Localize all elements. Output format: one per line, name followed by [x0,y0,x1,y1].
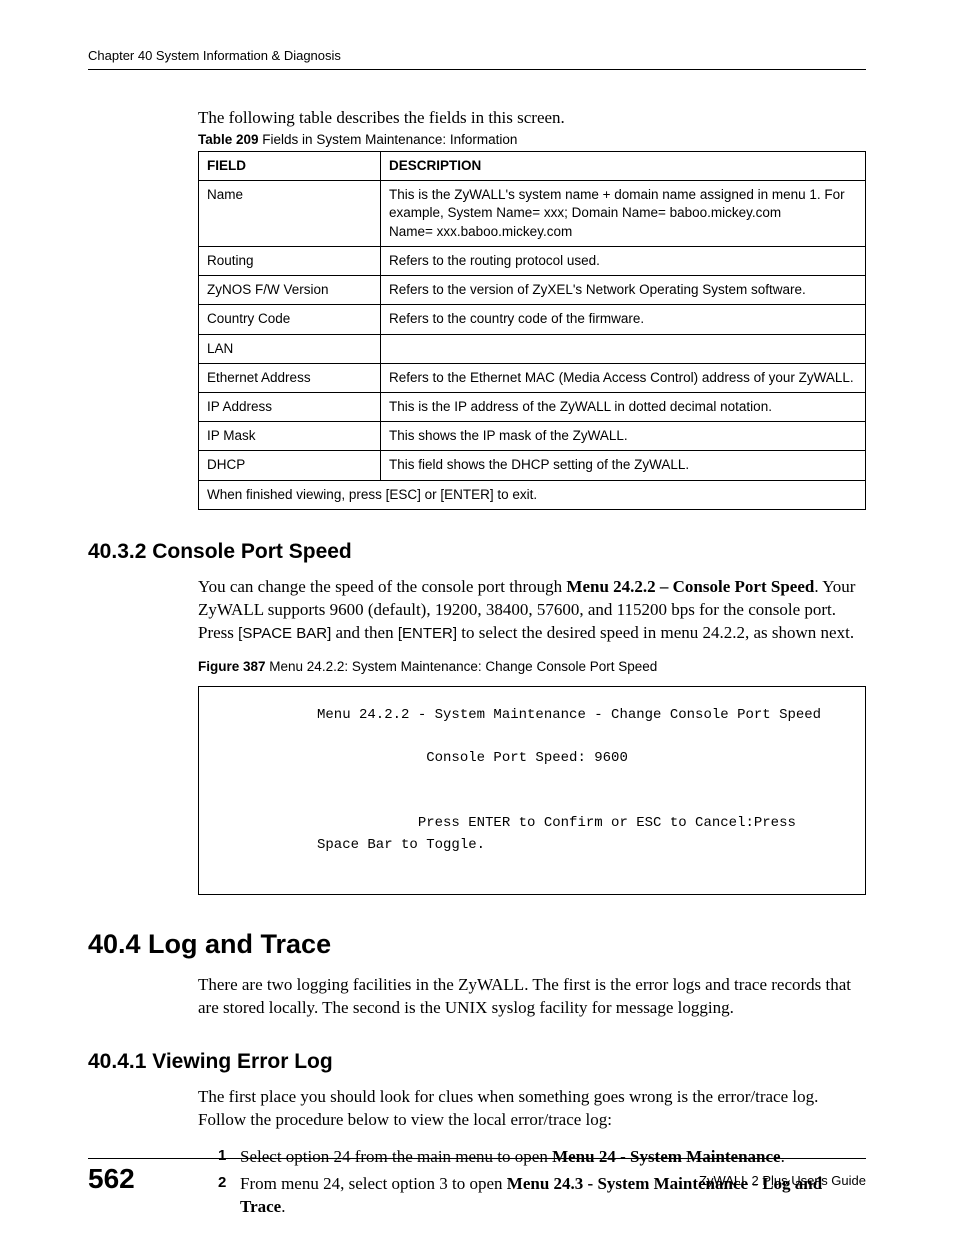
error-log-paragraph: The first place you should look for clue… [198,1086,866,1132]
fields-table: FIELD DESCRIPTION NameThis is the ZyWALL… [198,151,866,510]
key-space-bar: [SPACE BAR] [238,625,331,642]
cell-description: This shows the IP mask of the ZyWALL. [381,422,866,451]
cell-description: Refers to the version of ZyXEL's Network… [381,276,866,305]
heading-40-4: 40.4 Log and Trace [88,929,866,960]
table-row: RoutingRefers to the routing protocol us… [199,246,866,275]
heading-40-3-2: 40.3.2 Console Port Speed [88,540,866,564]
cell-description: This is the ZyWALL's system name + domai… [381,181,866,247]
cell-field: IP Address [199,392,381,421]
cell-field: Routing [199,246,381,275]
figure-caption: Figure 387 Menu 24.2.2: System Maintenan… [198,659,866,674]
cell-description: This field shows the DHCP setting of the… [381,451,866,480]
cell-description [381,334,866,363]
running-header: Chapter 40 System Information & Diagnosi… [88,48,866,70]
text-fragment: to select the desired speed in menu 24.2… [457,623,854,642]
table-row: IP MaskThis shows the IP mask of the ZyW… [199,422,866,451]
cell-description: Refers to the country code of the firmwa… [381,305,866,334]
cell-field: Ethernet Address [199,363,381,392]
key-enter: [ENTER] [398,625,457,642]
table-row: LAN [199,334,866,363]
table-row: IP AddressThis is the IP address of the … [199,392,866,421]
guide-title: ZyWALL 2 Plus User's Guide [699,1173,866,1188]
menu-ref-bold: Menu 24.2.2 – Console Port Speed [566,577,814,596]
text-fragment: . [281,1197,285,1216]
cell-field: LAN [199,334,381,363]
cell-field: DHCP [199,451,381,480]
cell-footer: When finished viewing, press [ESC] or [E… [199,480,866,509]
console-speed-paragraph: You can change the speed of the console … [198,576,866,645]
th-description: DESCRIPTION [381,152,866,181]
cell-field: Country Code [199,305,381,334]
console-figure-box: Menu 24.2.2 - System Maintenance - Chang… [198,686,866,896]
page-number: 562 [88,1163,135,1195]
cell-field: ZyNOS F/W Version [199,276,381,305]
cell-description: Refers to the routing protocol used. [381,246,866,275]
text-fragment: You can change the speed of the console … [198,577,566,596]
table-footer-row: When finished viewing, press [ESC] or [E… [199,480,866,509]
table-row: Ethernet AddressRefers to the Ethernet M… [199,363,866,392]
intro-text: The following table describes the fields… [198,108,866,128]
figure-caption-number: Figure 387 [198,659,266,674]
page-footer: 562 ZyWALL 2 Plus User's Guide [88,1158,866,1195]
log-trace-paragraph: There are two logging facilities in the … [198,974,866,1020]
table-row: Country CodeRefers to the country code o… [199,305,866,334]
cell-field: Name [199,181,381,247]
page: Chapter 40 System Information & Diagnosi… [0,0,954,1235]
table-row: DHCPThis field shows the DHCP setting of… [199,451,866,480]
text-fragment: and then [331,623,398,642]
table-caption-title: Fields in System Maintenance: Informatio… [259,132,518,147]
figure-caption-title: Menu 24.2.2: System Maintenance: Change … [266,659,658,674]
content-column: The following table describes the fields… [198,108,866,1219]
cell-description: Refers to the Ethernet MAC (Media Access… [381,363,866,392]
cell-description: This is the IP address of the ZyWALL in … [381,392,866,421]
table-row: NameThis is the ZyWALL's system name + d… [199,181,866,247]
table-caption: Table 209 Fields in System Maintenance: … [198,132,866,147]
heading-40-4-1: 40.4.1 Viewing Error Log [88,1050,866,1074]
cell-field: IP Mask [199,422,381,451]
table-header-row: FIELD DESCRIPTION [199,152,866,181]
table-caption-number: Table 209 [198,132,259,147]
th-field: FIELD [199,152,381,181]
console-text: Menu 24.2.2 - System Maintenance - Chang… [317,705,847,857]
table-row: ZyNOS F/W VersionRefers to the version o… [199,276,866,305]
